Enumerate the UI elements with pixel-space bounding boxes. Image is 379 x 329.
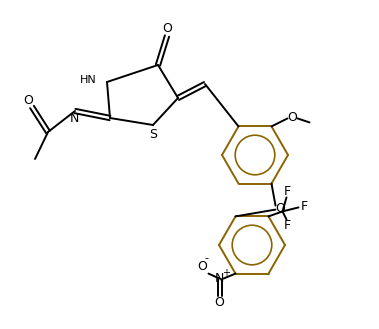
Text: F: F <box>284 185 291 198</box>
Text: O: O <box>23 93 33 107</box>
Text: N: N <box>69 113 79 125</box>
Text: HN: HN <box>80 75 97 85</box>
Text: O: O <box>162 22 172 36</box>
Text: N: N <box>215 272 224 285</box>
Text: +: + <box>222 267 230 278</box>
Text: O: O <box>276 202 285 215</box>
Text: F: F <box>284 219 291 232</box>
Text: F: F <box>301 200 308 213</box>
Text: O: O <box>288 111 298 124</box>
Text: S: S <box>149 128 157 140</box>
Text: O: O <box>197 260 207 273</box>
Text: -: - <box>205 254 208 264</box>
Text: O: O <box>215 296 224 309</box>
